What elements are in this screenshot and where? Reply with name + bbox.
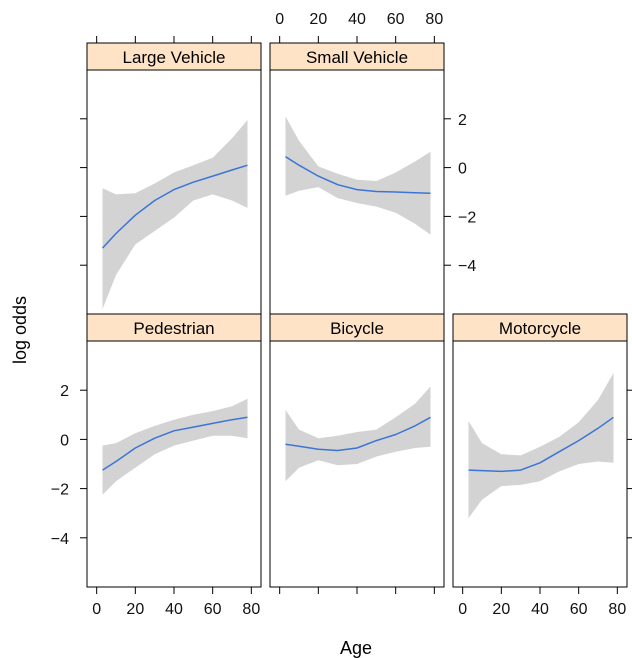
axes-layer: 0 20 40 60 80 0 20 40 60 80 0 20 40 60 80 −4 −2 0 2 −4 −2 0 2	[51, 11, 632, 618]
strip-label: Pedestrian	[133, 319, 214, 338]
confidence-band	[285, 116, 431, 235]
x-axis-title: Age	[340, 638, 372, 658]
x-tick-label: 20	[126, 601, 144, 618]
x-tick-label: 60	[387, 11, 405, 28]
y-tick-label: −4	[458, 258, 476, 275]
y-tick-label: 0	[458, 161, 467, 178]
strip-label: Large Vehicle	[122, 48, 225, 67]
x-tick-label: 20	[492, 601, 510, 618]
confidence-band	[102, 120, 248, 310]
panel-pedestrian: Pedestrian	[86, 313, 262, 588]
strip	[86, 313, 262, 342]
strip	[452, 313, 628, 342]
y-tick-label: −2	[458, 209, 476, 226]
fit-line	[285, 155, 431, 194]
y-tick-label: −2	[51, 482, 69, 499]
x-tick-label: 60	[570, 601, 588, 618]
strip-label: Bicycle	[330, 319, 384, 338]
panel-bicycle: Bicycle	[269, 313, 445, 588]
confidence-band	[102, 398, 248, 495]
y-tick-label: 2	[60, 383, 69, 400]
panel-large-vehicle: Large Vehicle	[86, 42, 262, 315]
x-tick-label: 40	[165, 601, 183, 618]
panel-motorcycle: Motorcycle	[452, 313, 628, 588]
fit-line	[102, 416, 248, 471]
x-tick-label: 80	[608, 601, 626, 618]
x-tick-label: 60	[204, 601, 222, 618]
confidence-band	[468, 373, 614, 519]
fit-line	[285, 416, 431, 452]
x-tick-label: 80	[242, 601, 260, 618]
x-tick-label: 80	[425, 11, 443, 28]
panels-layer: Large Vehicle Small Vehicle Pedestrian Bicy…	[86, 42, 628, 588]
y-tick-label: −4	[51, 531, 69, 548]
x-tick-label: 20	[309, 11, 327, 28]
y-tick-label: 0	[60, 432, 69, 449]
strip	[269, 42, 445, 71]
x-tick-label: 40	[348, 11, 366, 28]
strip-label: Small Vehicle	[306, 48, 408, 67]
y-tick-label: 2	[458, 112, 467, 129]
x-tick-label: 40	[531, 601, 549, 618]
y-axis-title: log odds	[10, 296, 30, 364]
panel-small-vehicle: Small Vehicle	[269, 42, 445, 315]
strip-label: Motorcycle	[499, 319, 581, 338]
x-tick-label: 0	[92, 601, 101, 618]
x-tick-label: 0	[275, 11, 284, 28]
x-tick-label: 0	[458, 601, 467, 618]
fit-line	[468, 416, 614, 473]
strip	[269, 313, 445, 342]
fit-line	[101, 164, 248, 249]
confidence-band	[285, 386, 431, 482]
